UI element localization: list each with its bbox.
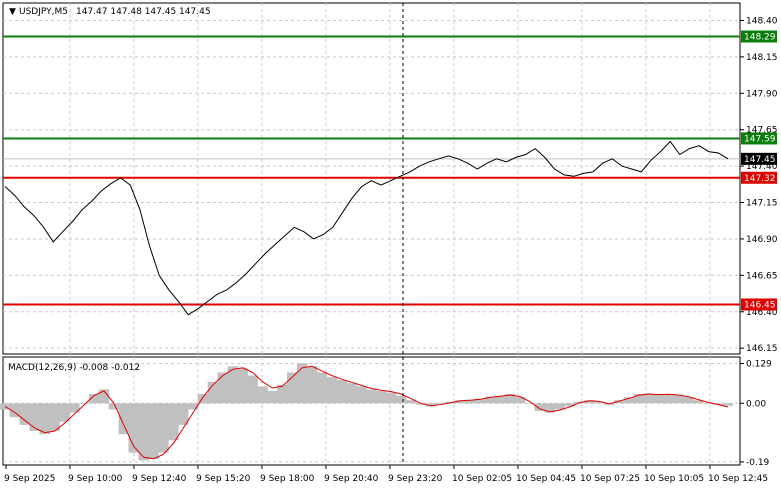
macd-bar: [119, 403, 130, 434]
time-tick-label: 10 Sep 07:25: [580, 474, 640, 484]
time-tick-label: 9 Sep 15:20: [196, 474, 251, 484]
price-panel[interactable]: 148.40 148.15 147.90 147.65 147.40 147.15 146.…: [3, 3, 778, 354]
current-price-label: 147.45: [744, 155, 776, 165]
macd-tick-label: -0.19: [746, 458, 770, 468]
price-tick-label: 146.65: [746, 271, 778, 281]
macd-bar: [277, 385, 288, 404]
macd-bar: [148, 403, 159, 459]
time-tick-label: 9 Sep 23:20: [388, 474, 443, 484]
macd-bar: [79, 403, 90, 404]
price-tick-label: 147.15: [746, 199, 778, 209]
macd-bar: [158, 403, 169, 452]
macd-bar: [218, 372, 229, 403]
time-tick-label: 9 Sep 12:40: [132, 474, 187, 484]
macd-bar: [297, 363, 308, 403]
symbol-header[interactable]: ▼ USDJPY,M5 147.47 147.48 147.45 147.45: [9, 7, 211, 17]
time-tick-label: 10 Sep 10:05: [644, 474, 704, 484]
macd-bar: [247, 376, 258, 404]
price-tick-label: 148.15: [746, 53, 778, 63]
price-tick-label: 146.15: [746, 344, 778, 354]
macd-bar: [198, 394, 209, 403]
macd-bar: [396, 396, 407, 404]
macd-bar: [327, 377, 338, 403]
macd-bar: [366, 389, 377, 403]
price-tick-label: 147.90: [746, 89, 778, 99]
macd-bar: [39, 403, 50, 434]
ohlc-values: 147.47 147.48 147.45 147.45: [76, 7, 211, 17]
macd-tick-label: 0.00: [746, 399, 766, 409]
macd-bar: [356, 386, 367, 403]
macd-tick-label: 0.129: [746, 359, 772, 369]
macd-bar: [267, 391, 278, 403]
time-tick-label: 9 Sep 2025: [4, 474, 55, 484]
macd-bar: [317, 372, 328, 403]
macd-panel[interactable]: 0.129 0.00 -0.19 MACD(12,26,9) -0.008 -0.0…: [0, 357, 772, 468]
macd-bar: [346, 383, 357, 403]
time-tick-label: 10 Sep 02:05: [452, 474, 512, 484]
macd-bar: [257, 386, 268, 403]
macd-bar: [386, 393, 397, 404]
macd-bar: [20, 403, 31, 425]
price-tick-label: 148.40: [746, 16, 778, 26]
support-level-label: 147.32: [744, 174, 776, 184]
macd-bar: [138, 403, 149, 460]
time-tick-label: 9 Sep 10:00: [68, 474, 123, 484]
macd-panel-frame: [3, 357, 740, 465]
macd-bar: [59, 403, 69, 422]
macd-bar: [49, 403, 60, 431]
macd-bar: [376, 391, 387, 403]
price-tick-label: 146.90: [746, 235, 778, 245]
time-tick-label: 10 Sep 12:45: [708, 474, 768, 484]
time-tick-label: 10 Sep 04:45: [516, 474, 576, 484]
macd-bar: [653, 395, 664, 404]
macd-bar: [723, 403, 734, 406]
macd-bar: [30, 403, 41, 431]
macd-bar: [337, 380, 348, 403]
macd-bar: [237, 368, 248, 404]
support-level-label: 146.45: [744, 300, 776, 310]
resistance-level-label: 148.29: [744, 32, 776, 42]
macd-bar: [525, 403, 536, 404]
macd-bar: [168, 403, 179, 440]
time-tick-label: 9 Sep 18:00: [260, 474, 315, 484]
symbol-label: USDJPY,M5: [19, 7, 68, 17]
triangle-down-icon[interactable]: ▼: [9, 7, 16, 17]
macd-bar: [307, 366, 318, 403]
macd-bar: [663, 394, 674, 403]
macd-label: MACD(12,26,9) -0.008 -0.012: [8, 363, 140, 373]
resistance-level-label: 147.59: [744, 134, 776, 144]
time-tick-label: 9 Sep 20:40: [324, 474, 379, 484]
